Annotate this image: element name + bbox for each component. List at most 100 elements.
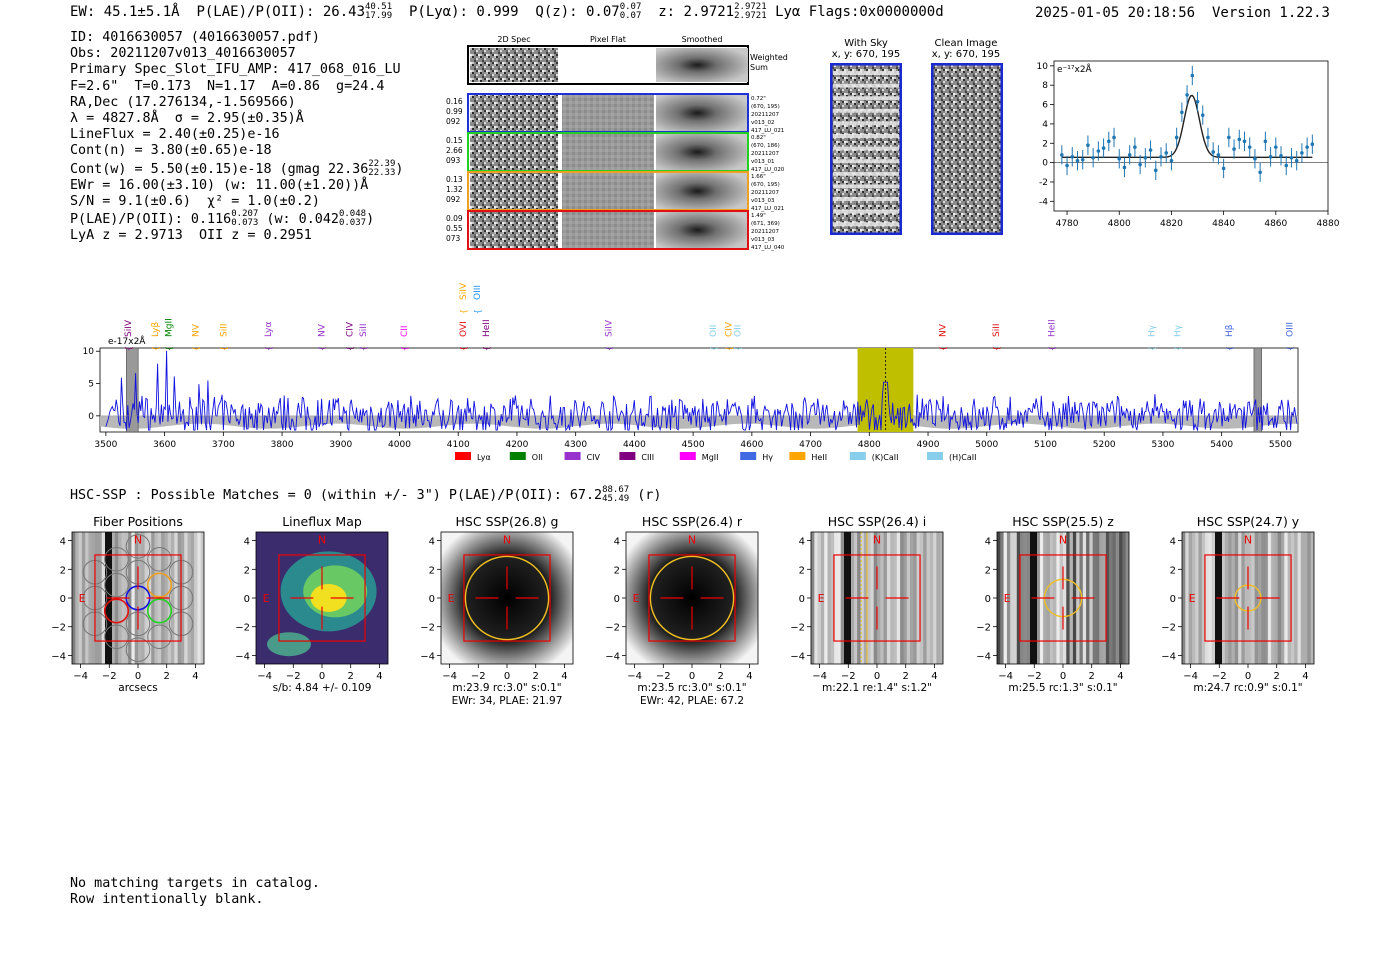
emission-line-label: Hγ [1174, 324, 1184, 337]
legend-swatch [619, 452, 636, 460]
info-plae-hi: 0.207 [231, 209, 259, 220]
sky-fiber-band [833, 184, 899, 189]
data-point [1253, 156, 1257, 161]
stripe [824, 532, 828, 664]
stripe [820, 532, 825, 664]
compass-e: E [818, 592, 825, 605]
x-tick-label: 4820 [1160, 219, 1183, 229]
stripe [1026, 532, 1031, 664]
y-tick-label: 4 [985, 537, 991, 548]
data-point [1138, 162, 1142, 167]
line-id: Lyα [775, 4, 801, 20]
data-point [1086, 143, 1090, 147]
x-tick-label: 4840 [1212, 219, 1235, 229]
stripe [1294, 532, 1298, 664]
y-tick-label: −2 [976, 623, 991, 634]
stripe [1105, 532, 1110, 664]
x-tick-label: 2 [533, 671, 539, 682]
y-tick-label: −2 [605, 623, 620, 634]
emission-line-bracket: { [1148, 346, 1157, 351]
y-tick-label: 0 [1042, 159, 1048, 169]
clean-image-title: Clean Image [934, 38, 998, 49]
stripe [85, 532, 89, 664]
stripe [867, 532, 871, 664]
stripe [1102, 532, 1106, 664]
panel-caption: m:25.5 rc:1.3" s:0.1" [1008, 682, 1117, 694]
y-tick-label: 2 [985, 565, 991, 576]
stripe [1191, 532, 1196, 664]
info-obs: Obs: 20211207v013_4016630057 [70, 46, 296, 62]
x-tick-label: 4 [1117, 671, 1123, 682]
stripe [1006, 532, 1011, 664]
x-tick-label: 0 [874, 671, 880, 682]
cutout-right-label: 417_LU_021 [751, 128, 784, 134]
cutout-right-label: v013_03 [751, 198, 775, 204]
data-point [1221, 166, 1226, 171]
emission-line-bracket: { [1286, 346, 1295, 351]
emission-line-label: HeII [482, 319, 492, 337]
info-plae-w-lo: 0.037 [338, 218, 367, 229]
x-tick-label: −4 [73, 671, 88, 682]
panel-image: NE [256, 532, 388, 664]
stripe [811, 532, 815, 664]
emission-line-bracket: { [1174, 346, 1183, 351]
legend-swatch [849, 452, 866, 460]
stripe [1188, 532, 1192, 664]
panel-title: HSC SSP(24.7) y [1197, 514, 1300, 529]
stripe [1254, 532, 1258, 664]
fiber-circle [125, 534, 151, 559]
z-lo: 2.9721 [734, 11, 767, 21]
legend-label: CIV [587, 453, 601, 462]
cutout-smoothed [656, 211, 748, 249]
data-point [1289, 155, 1294, 160]
sky-fiber-band [833, 83, 899, 88]
qz-value: Q(z): 0.07 [535, 4, 620, 20]
compass-e: E [263, 592, 270, 605]
data-point [1258, 170, 1262, 175]
search-box [94, 554, 182, 642]
stripe [830, 532, 835, 664]
stripe [1099, 532, 1103, 664]
data-point [1310, 142, 1315, 147]
data-point [1274, 145, 1278, 149]
info-radec: RA,Dec (17.276134,-1.569566) [70, 94, 296, 110]
y-tick-label: −4 [420, 651, 435, 662]
stripe [1112, 532, 1116, 664]
stripe [1003, 532, 1007, 664]
data-point [1101, 146, 1106, 150]
cutout-2d-spec [470, 172, 558, 210]
x-tick-label: 4 [561, 671, 567, 682]
sky-fiber-band [833, 197, 899, 201]
compass-n: N [873, 533, 881, 546]
y-tick-label: −2 [235, 623, 250, 634]
cutout-right-label: 0.72" [751, 96, 766, 102]
data-point [1227, 135, 1231, 140]
data-point [1070, 155, 1075, 159]
stripe [177, 532, 181, 664]
emission-line-label: OII [709, 325, 719, 337]
stripe [910, 532, 914, 664]
cutout-2d-spec [470, 94, 558, 132]
cutout-column-header: 2D Spec [497, 35, 530, 44]
info-lya-z: LyA z = 2.9713 OII z = 0.2951 [70, 228, 312, 244]
emission-line-label: OII [734, 325, 744, 337]
data-point [1148, 148, 1153, 152]
source-blob [441, 532, 573, 664]
stripe [1023, 532, 1027, 664]
emission-line-label: NV [317, 323, 327, 337]
stripe [75, 532, 79, 664]
cutout-right-label: 417_LU_020 [751, 167, 785, 173]
cutout-right-label: (671, 369) [751, 221, 780, 227]
legend-label: CIII [641, 453, 654, 462]
y-tick-label: 4 [1170, 537, 1176, 548]
emission-line-label: Lyα [264, 321, 274, 337]
info-plae-w-hi: 0.048 [338, 209, 367, 220]
y-tick-label: 4 [60, 537, 66, 548]
data-point [1268, 155, 1273, 159]
compass-n: N [134, 533, 142, 546]
x-tick-label: 0 [1245, 671, 1251, 682]
emission-line-label: HeII [1047, 319, 1057, 337]
cutout-left-label: 073 [446, 234, 461, 243]
